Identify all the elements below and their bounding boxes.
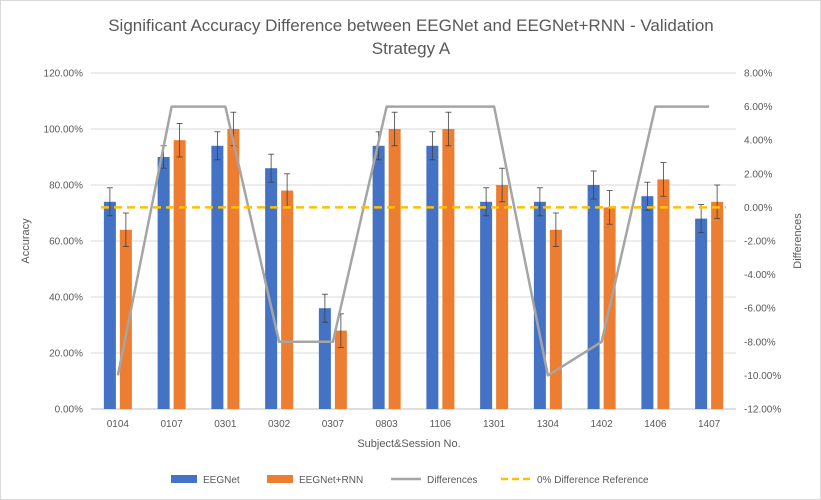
bar-eegnet-rnn [442, 129, 455, 409]
y-tick-label: 20.00% [49, 349, 83, 360]
bar-eegnet-rnn [173, 140, 186, 409]
legend: EEGNet EEGNet+RNN Differences 0% Difference… [171, 475, 649, 486]
legend-label: 0% Difference Reference [537, 475, 649, 486]
x-tick-label: 0803 [376, 419, 399, 430]
x-tick-label: 1402 [591, 419, 614, 430]
bar-eegnet [318, 308, 331, 409]
bar-eegnet-rnn [281, 190, 294, 409]
bar-eegnet [103, 201, 116, 409]
y2-tick-label: -2.00% [744, 237, 776, 248]
chart-title-line-2: Strategy A [372, 39, 451, 58]
bar-eegnet-rnn [549, 229, 562, 409]
y-tick-label: 0.00% [55, 405, 83, 416]
x-tick-label: 0302 [268, 419, 291, 430]
bar-eegnet [372, 145, 385, 410]
left-axis-ticks: 0.00% 20.00% 40.00% 60.00% 80.00% 100.00% 120.… [44, 69, 84, 416]
y2-tick-label: 4.00% [744, 136, 772, 147]
y-tick-label: 80.00% [49, 181, 83, 192]
bar-eegnet-rnn [227, 129, 240, 409]
bar-eegnet-rnn [388, 129, 401, 409]
y2-axis-title: Differences [792, 213, 804, 269]
bar-eegnet [695, 218, 708, 409]
y2-tick-label: 2.00% [744, 169, 772, 180]
x-tick-label: 0107 [161, 419, 184, 430]
line-differences [116, 105, 710, 377]
bar-eegnet [426, 145, 439, 410]
legend-label: EEGNet [203, 475, 240, 486]
bar-eegnet [533, 201, 546, 409]
x-tick-label: 1106 [430, 419, 452, 430]
y2-tick-label: -6.00% [744, 304, 776, 315]
chart-title-line-1: Significant Accuracy Difference between … [108, 16, 714, 35]
x-axis-ticks: 0104 0107 0301 0302 0307 0803 1106 1301 1304 1402… [107, 419, 721, 430]
x-tick-label: 0301 [214, 419, 237, 430]
x-axis-title: Subject&Session No. [357, 438, 460, 450]
x-tick-label: 0307 [322, 419, 345, 430]
bar-eegnet [480, 201, 493, 409]
line-series-group [101, 105, 726, 377]
x-tick-label: 1407 [698, 419, 721, 430]
y2-tick-label: -10.00% [744, 371, 781, 382]
bar-eegnet [641, 196, 654, 409]
gridlines [91, 72, 736, 410]
y-tick-label: 40.00% [49, 293, 83, 304]
bar-eegnet [587, 185, 600, 409]
y-tick-label: 100.00% [44, 125, 84, 136]
legend-swatch-eegnet [171, 475, 197, 483]
y2-tick-label: 6.00% [744, 102, 772, 113]
bar-eegnet-rnn [119, 229, 132, 409]
bar-eegnet [157, 157, 170, 409]
bar-eegnet-rnn [334, 330, 347, 409]
legend-swatch-eegnet-rnn [267, 475, 293, 483]
y2-tick-label: -4.00% [744, 270, 776, 281]
x-tick-label: 1406 [644, 419, 667, 430]
right-axis-ticks: -12.00% -10.00% -8.00% -6.00% -4.00% -2.00% 0.… [744, 69, 781, 416]
bar-eegnet-rnn [711, 201, 724, 409]
x-tick-label: 1301 [483, 419, 506, 430]
bar-eegnet-rnn [496, 185, 509, 409]
bar-eegnet-rnn [657, 179, 670, 409]
y-tick-label: 120.00% [44, 69, 84, 80]
y2-tick-label: -8.00% [744, 337, 776, 348]
bar-eegnet [265, 168, 278, 409]
x-tick-label: 0104 [107, 419, 130, 430]
y2-tick-label: -12.00% [744, 405, 781, 416]
y-axis-title: Accuracy [20, 218, 32, 264]
y-tick-label: 60.00% [49, 237, 83, 248]
y2-tick-label: 0.00% [744, 203, 772, 214]
bar-series-group [103, 129, 724, 410]
bar-eegnet [211, 145, 224, 410]
y2-tick-label: 8.00% [744, 69, 772, 80]
x-tick-label: 1304 [537, 419, 560, 430]
legend-label: Differences [427, 475, 477, 486]
legend-label: EEGNet+RNN [299, 475, 363, 486]
